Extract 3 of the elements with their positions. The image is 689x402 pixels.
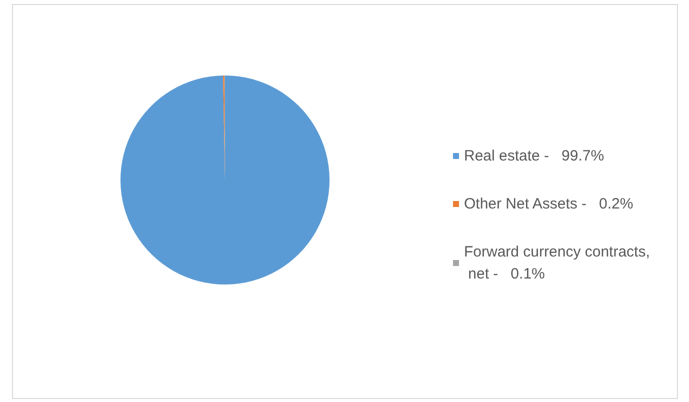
legend-label: Other Net Assets - 0.2%: [464, 196, 634, 212]
legend-label: Real estate - 99.7%: [464, 148, 604, 164]
legend-label: Forward currency contracts, net - 0.1%: [464, 244, 650, 282]
